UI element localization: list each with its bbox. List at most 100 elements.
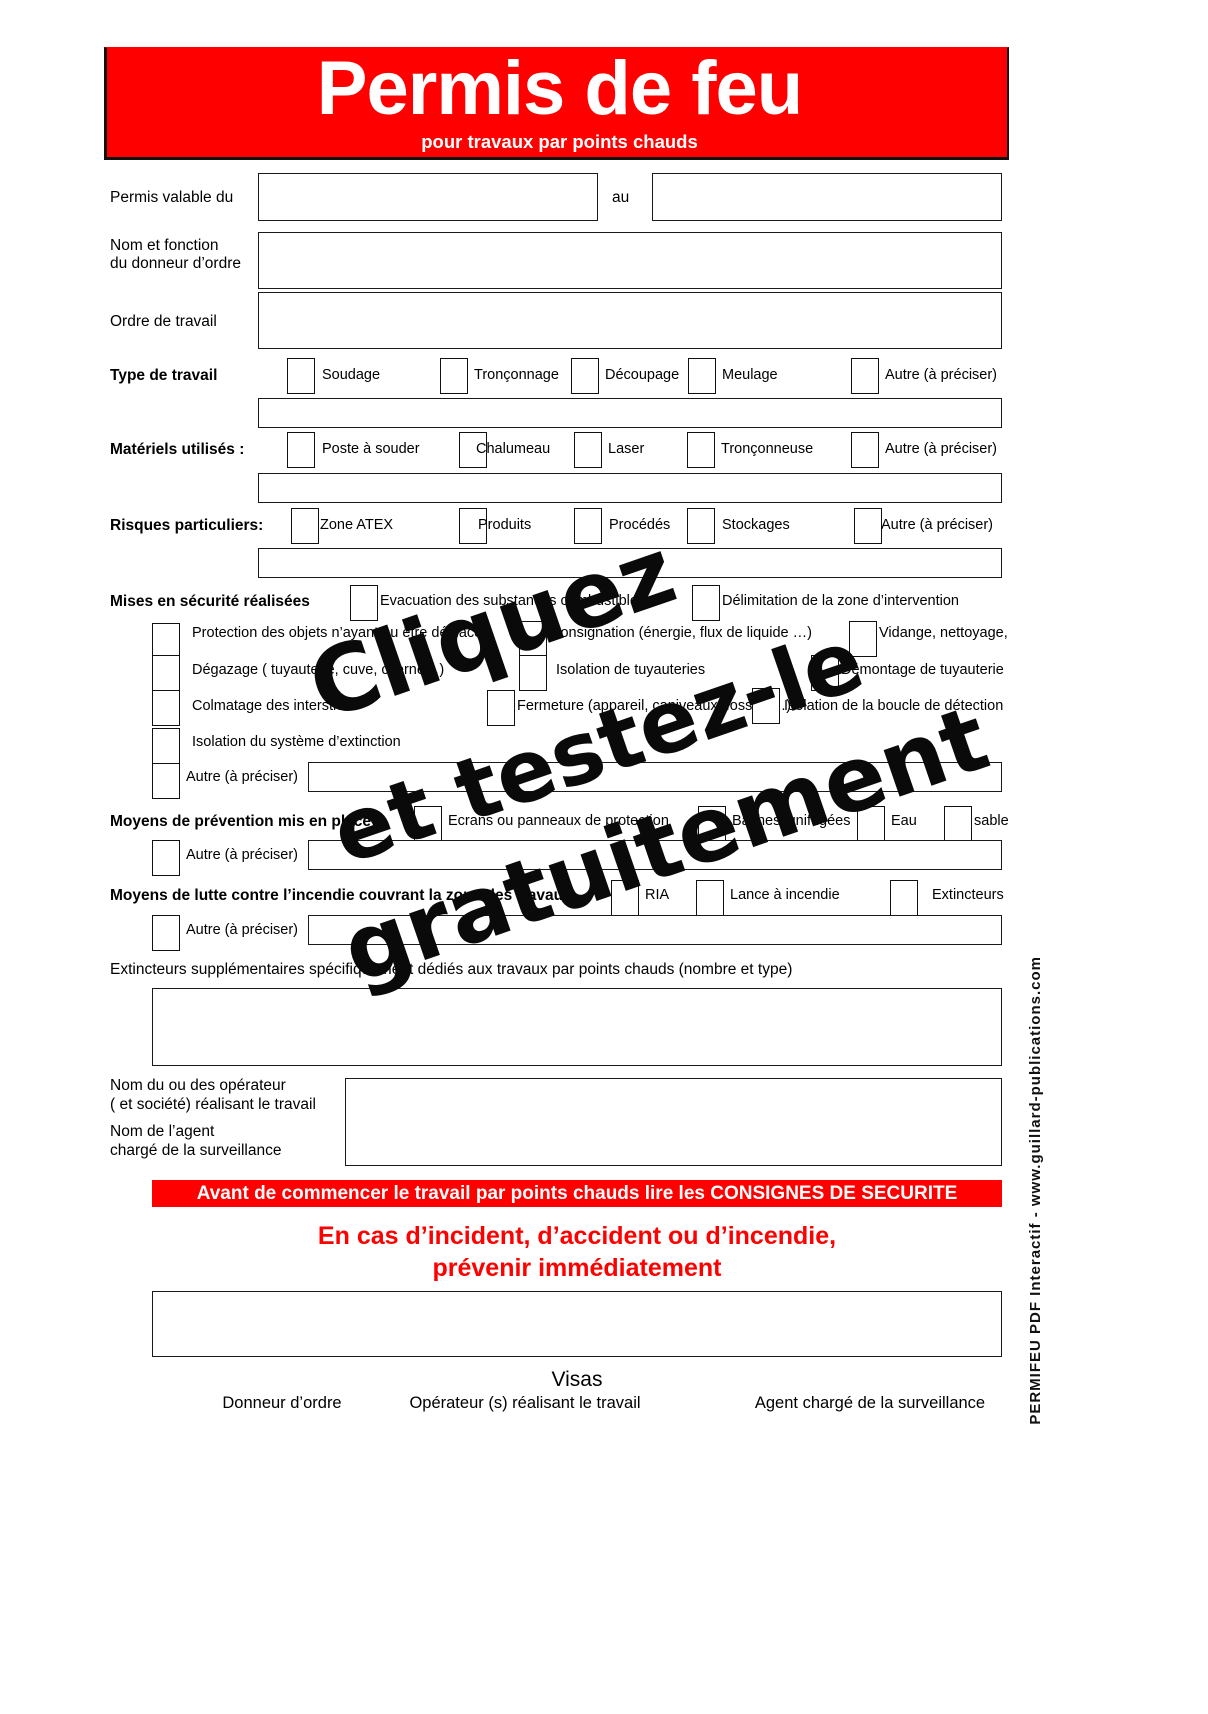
- validity-from-input[interactable]: [258, 173, 598, 221]
- risks-checkbox-autre[interactable]: [854, 508, 882, 544]
- materials-option-3: Tronçonneuse: [721, 441, 814, 457]
- firefighting-label: Moyens de lutte contre l’incendie couvra…: [110, 887, 572, 904]
- materials-checkbox-tronconneuse[interactable]: [687, 432, 715, 468]
- work-order-input[interactable]: [258, 292, 1002, 349]
- firefighting-option-0: RIA: [645, 887, 670, 903]
- safety-checkbox-autre[interactable]: [152, 763, 180, 799]
- work-type-checkbox-meulage[interactable]: [688, 358, 716, 394]
- work-type-checkbox-soudage[interactable]: [287, 358, 315, 394]
- orderer-input[interactable]: [258, 232, 1002, 289]
- validity-to-input[interactable]: [652, 173, 1002, 221]
- risks-label: Risques particuliers:: [110, 517, 264, 534]
- firefighting-other-input[interactable]: [308, 915, 1002, 945]
- prevention-checkbox-eau[interactable]: [857, 806, 885, 842]
- materials-option-2: Laser: [608, 441, 645, 457]
- work-type-option-2: Découpage: [605, 367, 680, 383]
- prevention-checkbox-autre[interactable]: [152, 840, 180, 876]
- risks-other-input[interactable]: [258, 548, 1002, 578]
- firefighting-checkbox-extincteurs[interactable]: [890, 880, 918, 916]
- prevention-option-0: Ecrans ou panneaux de protection: [448, 813, 669, 829]
- firefighting-checkbox-lance[interactable]: [696, 880, 724, 916]
- work-type-option-4: Autre (à préciser): [885, 367, 998, 383]
- work-type-label: Type de travail: [110, 367, 218, 384]
- safety-checkbox-protection-objets[interactable]: [152, 623, 180, 659]
- safety-checkbox-colmatage[interactable]: [152, 690, 180, 726]
- safety-row4-option-0: Colmatage des interstices: [192, 698, 359, 714]
- extra-extinguishers-label: Extincteurs supplémentaires spécifiqueme…: [110, 961, 793, 978]
- firefighting-checkbox-ria[interactable]: [611, 880, 639, 916]
- prevention-label: Moyens de prévention mis en place: [110, 813, 371, 830]
- validity-label: Permis valable du: [110, 189, 234, 206]
- risks-checkbox-stockages[interactable]: [687, 508, 715, 544]
- firefighting-other-label: Autre (à préciser): [186, 922, 299, 938]
- safety-row3-option-2: Démontage de tuyauterie: [841, 662, 1004, 678]
- operators-label-line1: Nom du ou des opérateur: [110, 1077, 286, 1094]
- page-title: Permis de feu: [316, 46, 803, 131]
- firefighting-option-2: Extincteurs: [932, 887, 1004, 903]
- firefighting-checkbox-autre[interactable]: [152, 915, 180, 951]
- safety-other-label: Autre (à préciser): [186, 769, 299, 785]
- risks-option-3: Stockages: [722, 517, 790, 533]
- materials-checkbox-autre[interactable]: [851, 432, 879, 468]
- risks-option-4: Autre (à préciser): [881, 517, 994, 533]
- prevention-checkbox-sable[interactable]: [944, 806, 972, 842]
- materials-label: Matériels utilisés :: [110, 441, 245, 458]
- prevention-checkbox-ecrans[interactable]: [414, 806, 442, 842]
- emergency-notice-line1: En cas d’incident, d’accident ou d’incen…: [317, 1222, 837, 1250]
- risks-checkbox-produits[interactable]: [459, 508, 487, 544]
- safety-checkbox-delimitation[interactable]: [692, 585, 720, 621]
- safety-checkbox-isolation-boucle[interactable]: [752, 688, 780, 724]
- work-type-other-input[interactable]: [258, 398, 1002, 428]
- prevention-option-1: Bâches ignifugées: [732, 813, 851, 829]
- materials-checkbox-poste-a-souder[interactable]: [287, 432, 315, 468]
- work-type-option-3: Meulage: [722, 367, 778, 383]
- risks-option-1: Produits: [478, 517, 532, 533]
- prevention-checkbox-baches[interactable]: [698, 806, 726, 842]
- orderer-label-line1: Nom et fonction: [110, 237, 219, 254]
- visa-column-agent-surveillance: Agent chargé de la surveillance: [754, 1394, 986, 1412]
- materials-checkbox-laser[interactable]: [574, 432, 602, 468]
- safety-row3-option-1: Isolation de tuyauteries: [556, 662, 706, 678]
- validity-to-label: au: [612, 189, 630, 206]
- safety-checkbox-degazage[interactable]: [152, 655, 180, 691]
- operators-input[interactable]: [345, 1078, 1002, 1166]
- emergency-contact-input[interactable]: [152, 1291, 1002, 1357]
- safety-checkbox-isolation-extinction[interactable]: [152, 728, 180, 764]
- firefighting-option-1: Lance à incendie: [730, 887, 840, 903]
- safety-checkbox-fermeture[interactable]: [487, 690, 515, 726]
- agent-label-line2: chargé de la surveillance: [110, 1142, 282, 1159]
- safety-row2-option-2: Vidange, nettoyage,: [879, 625, 1008, 641]
- safety-checkbox-evacuation[interactable]: [350, 585, 378, 621]
- page-subtitle: pour travaux par points chauds: [421, 131, 698, 152]
- visa-column-operateur: Opérateur (s) réalisant le travail: [409, 1394, 641, 1412]
- safety-checkbox-vidange[interactable]: [849, 621, 877, 657]
- safety-checkbox-demontage[interactable]: [811, 655, 839, 691]
- safety-row4-option-2: Isolation de la boucle de détection: [784, 698, 1004, 714]
- publisher-side-note: PERMIFEU PDF Interactif - www.guillard-p…: [1027, 956, 1044, 1425]
- materials-checkbox-chalumeau[interactable]: [459, 432, 487, 468]
- extra-extinguishers-input[interactable]: [152, 988, 1002, 1066]
- safety-row2-option-1: Consignation (énergie, flux de liquide ……: [550, 625, 812, 641]
- risks-option-2: Procédés: [609, 517, 671, 533]
- document-header: Permis de feu pour travaux par points ch…: [104, 46, 1009, 160]
- safety-checkbox-consignation[interactable]: [519, 621, 547, 657]
- risks-option-0: Zone ATEX: [320, 517, 394, 533]
- safety-row2-option-0: Protection des objets n’ayant pu être dé…: [192, 625, 490, 641]
- work-type-checkbox-autre[interactable]: [851, 358, 879, 394]
- risks-checkbox-zone-atex[interactable]: [291, 508, 319, 544]
- materials-other-input[interactable]: [258, 473, 1002, 503]
- safety-checkbox-isolation-tuyauteries[interactable]: [519, 655, 547, 691]
- orderer-label-line2: du donneur d’ordre: [110, 255, 241, 272]
- work-type-checkbox-tronconnage[interactable]: [440, 358, 468, 394]
- prevention-other-input[interactable]: [308, 840, 1002, 870]
- work-order-label: Ordre de travail: [110, 313, 217, 330]
- work-type-checkbox-decoupage[interactable]: [571, 358, 599, 394]
- safety-other-input[interactable]: [308, 762, 1002, 792]
- safety-row5-option-0: Isolation du système d’extinction: [192, 734, 401, 750]
- operators-label-line2: ( et société) réalisant le travail: [110, 1096, 316, 1113]
- safety-row1-option-1: Délimitation de la zone d’intervention: [722, 593, 959, 609]
- materials-option-4: Autre (à préciser): [885, 441, 998, 457]
- prevention-other-label: Autre (à préciser): [186, 847, 299, 863]
- risks-checkbox-procedes[interactable]: [574, 508, 602, 544]
